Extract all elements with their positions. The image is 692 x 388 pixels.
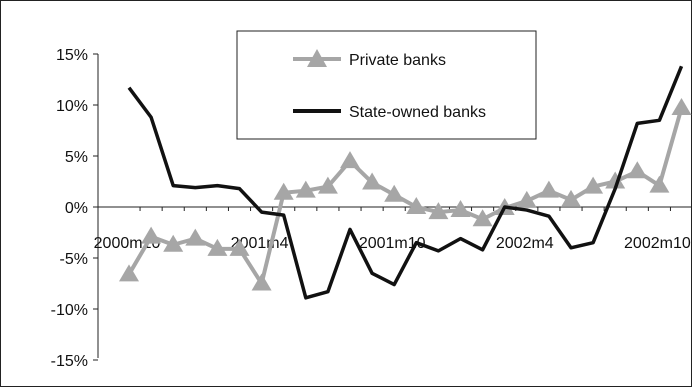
data-point-private-banks	[273, 182, 294, 200]
legend-label-private: Private banks	[349, 52, 446, 69]
data-point-private-banks	[649, 175, 670, 193]
data-point-private-banks	[229, 238, 250, 256]
x-tick-label: 2001m10	[359, 235, 426, 252]
data-point-private-banks	[538, 180, 559, 198]
data-point-private-banks	[185, 228, 206, 246]
legend: Private banks State-owned banks	[236, 30, 537, 140]
legend-label-state: State-owned banks	[349, 104, 486, 121]
data-point-private-banks	[406, 197, 427, 214]
x-axis: 2000m10 2001m4 2001m10 2002m4 2002m10	[94, 206, 692, 252]
data-point-private-banks	[340, 151, 360, 169]
y-tick-label: -5%	[60, 251, 88, 268]
data-point-private-banks	[384, 184, 405, 202]
y-tick-label: 0%	[65, 200, 88, 217]
data-point-private-banks	[317, 176, 338, 194]
data-point-private-banks	[428, 202, 449, 220]
data-point-private-banks	[450, 200, 471, 218]
legend-box	[236, 30, 537, 140]
legend-marker-private	[307, 49, 327, 67]
x-tick-label: 2002m4	[496, 235, 554, 252]
y-tick-label: 15%	[56, 47, 88, 64]
data-point-private-banks	[251, 273, 272, 291]
y-tick-label: 10%	[56, 98, 88, 115]
data-point-private-banks	[362, 172, 383, 190]
data-point-private-banks	[163, 234, 184, 252]
data-point-private-banks	[671, 98, 692, 116]
series-layer	[119, 65, 692, 300]
data-point-private-banks	[295, 180, 316, 198]
series-line-state-owned-banks	[127, 65, 684, 300]
data-point-private-banks	[605, 171, 626, 189]
y-tick-label: 5%	[65, 149, 88, 166]
y-axis: 15% 10% 5% 0% -5% -10% -15%	[51, 47, 99, 370]
data-point-private-banks	[119, 264, 139, 282]
data-point-private-banks	[561, 189, 581, 207]
data-point-private-banks	[627, 161, 648, 179]
data-point-private-banks	[516, 190, 537, 208]
data-point-private-banks	[207, 238, 228, 256]
y-tick-label: -10%	[51, 302, 88, 319]
data-point-private-banks	[583, 176, 604, 194]
x-tick-label: 2002m10	[624, 235, 691, 252]
data-point-private-banks	[472, 209, 493, 227]
y-tick-label: -15%	[51, 353, 88, 370]
data-point-private-banks	[141, 226, 162, 244]
